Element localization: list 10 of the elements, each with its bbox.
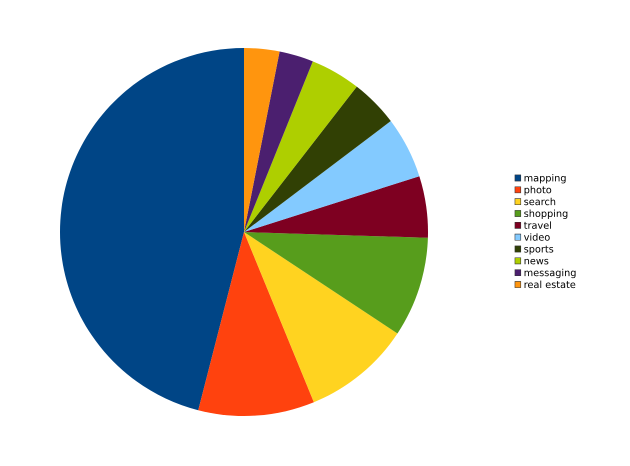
legend-label: mapping [524, 174, 566, 184]
legend-label: video [524, 233, 550, 241]
legend-label: travel [524, 221, 551, 229]
legend-label: messaging [524, 268, 576, 278]
legend-label: real estate [524, 280, 576, 288]
legend-label: shopping [524, 210, 568, 219]
legend-label: news [524, 258, 548, 264]
legend-label: sports [524, 246, 554, 254]
legend-label: photo [524, 186, 552, 196]
legend-label: search [524, 198, 556, 206]
